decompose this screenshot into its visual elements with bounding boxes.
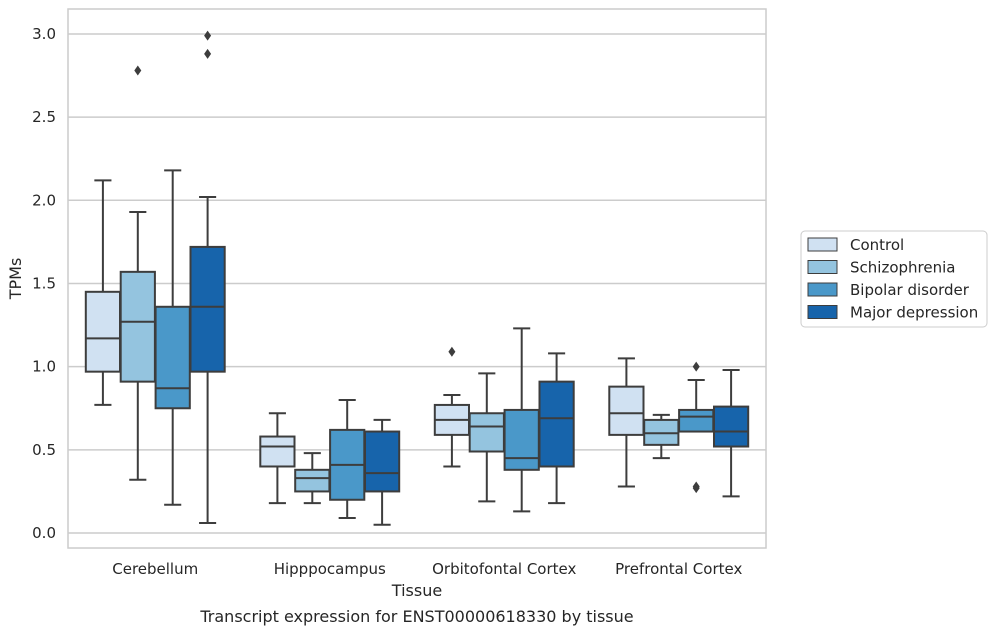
box-rect <box>259 435 296 468</box>
box-rect <box>119 270 156 383</box>
box-0-2 <box>154 169 191 506</box>
box-0-1 <box>119 65 156 481</box>
legend-swatch <box>807 305 838 319</box>
y-tick-label: 3.0 <box>32 25 56 43</box>
box-3-3 <box>712 368 750 498</box>
x-tick-label: Prefrontal Cortex <box>615 560 742 578</box>
box-2-2 <box>503 327 540 513</box>
x-tick-label: Cerebellum <box>112 560 198 578</box>
box-rect <box>503 408 540 471</box>
y-tick-label: 0.5 <box>32 441 56 459</box>
box-rect <box>363 430 401 493</box>
outlier-marker <box>204 30 212 41</box>
x-axis-ticks: Cerebellum Hipppocampus Orbitofontal Corte… <box>112 560 742 578</box>
box-rect <box>154 305 191 410</box>
y-tick-label: 1.5 <box>32 274 56 292</box>
legend-swatch <box>807 282 838 297</box>
legend-swatch <box>807 260 838 274</box>
legend: Control Schizophrenia Bipolar disorder Majo… <box>800 230 988 328</box>
y-tick-label: 2.5 <box>32 108 56 126</box>
box-rect <box>468 412 505 453</box>
chart-caption: Transcript expression for ENST0000061833… <box>199 607 633 626</box>
legend-label: Control <box>850 236 904 254</box>
box-3-1 <box>643 413 680 460</box>
y-tick-label: 2.0 <box>32 191 56 209</box>
y-tick-label: 1.0 <box>32 358 56 376</box>
box-2-0 <box>433 346 471 468</box>
box-1-0 <box>259 412 296 505</box>
box-3-2 <box>678 361 715 494</box>
box-0-3 <box>189 30 226 525</box>
y-axis-ticks: 0.0 0.5 1.0 1.5 2.0 2.5 3.0 <box>32 25 56 542</box>
box-groups <box>84 30 750 526</box>
legend-label: Major depression <box>850 304 978 322</box>
y-tick-label: 0.0 <box>32 524 56 542</box>
outlier-marker <box>134 65 142 76</box>
x-tick-label: Orbitofontal Cortex <box>432 560 576 578</box>
box-0-0 <box>84 179 122 406</box>
plot-frame <box>67 8 767 549</box>
legend-frame <box>800 230 988 328</box>
box-rect <box>189 245 226 373</box>
box-2-1 <box>468 372 505 503</box>
legend-label: Schizophrenia <box>850 259 955 277</box>
legend-label: Bipolar disorder <box>850 281 970 299</box>
x-tick-label: Hipppocampus <box>274 560 386 578</box>
box-rect <box>538 380 575 468</box>
outlier-marker <box>204 48 212 59</box>
box-rect <box>84 290 122 373</box>
outlier-marker <box>692 483 700 494</box>
box-1-2 <box>329 398 366 520</box>
box-1-3 <box>363 418 401 526</box>
x-axis-label: Tissue <box>391 581 442 600</box>
outlier-marker <box>448 346 456 357</box>
legend-swatch <box>807 237 838 252</box>
box-1-1 <box>294 452 331 505</box>
box-3-0 <box>608 357 645 488</box>
outlier-marker <box>692 361 700 372</box>
box-rect <box>608 385 645 436</box>
box-rect <box>712 405 750 448</box>
box-2-3 <box>538 352 575 505</box>
box-rect <box>294 468 331 493</box>
box-rect <box>678 408 715 433</box>
y-axis-label: TPMs <box>6 258 25 301</box>
